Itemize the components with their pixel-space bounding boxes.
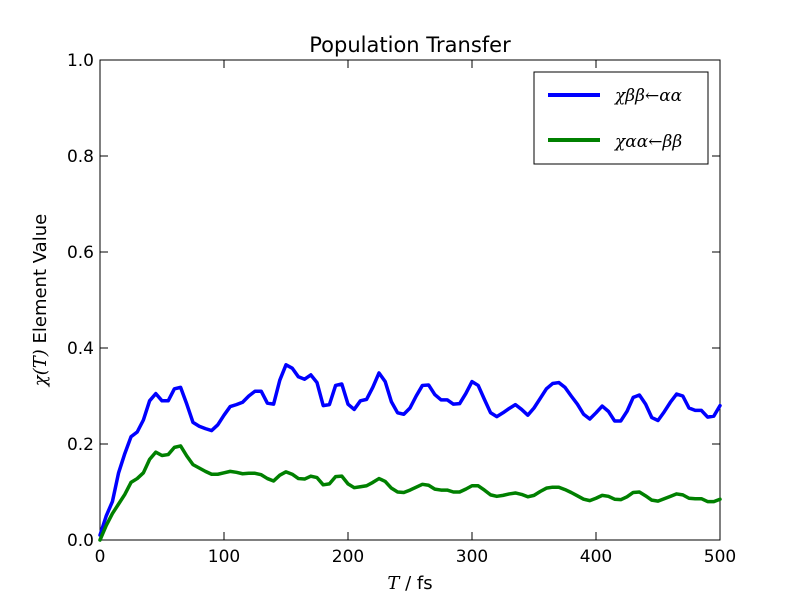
x-tick-label: 400 <box>580 547 612 567</box>
legend-label-series-1: χββ←αα <box>614 86 683 106</box>
y-axis-label-text: Element Value <box>30 214 51 349</box>
series-line-1 <box>98 363 722 537</box>
x-axis-label-symbol: T <box>387 573 401 594</box>
y-tick-label: 0.4 <box>67 339 94 359</box>
legend: χββ←αα χαα←ββ <box>533 71 709 165</box>
chart-title: Population Transfer <box>309 33 511 57</box>
y-tick-label: 0.6 <box>67 243 94 263</box>
x-tick-label: 500 <box>704 547 736 567</box>
y-tick-label: 0.0 <box>67 531 94 551</box>
legend-box <box>533 71 709 165</box>
legend-label-series-2: χαα←ββ <box>614 132 682 152</box>
y-tick-label: 0.8 <box>67 147 94 167</box>
series-line-2 <box>98 444 722 542</box>
y-axis-label: χ(T) Element Value <box>30 214 51 388</box>
y-tick-label: 0.2 <box>67 435 94 455</box>
x-tick-label: 0 <box>95 547 106 567</box>
x-axis-label: T / fs <box>387 573 432 594</box>
x-axis-label-unit: / fs <box>399 573 432 594</box>
y-tick-label: 1.0 <box>67 51 94 71</box>
axis-ticks: 0 100 200 300 400 500 0.0 0.2 0.4 0.6 0.8 1.0 <box>67 51 736 567</box>
y-axis-label-symbol: χ(T) <box>30 349 51 388</box>
x-tick-label: 300 <box>456 547 488 567</box>
x-tick-label: 100 <box>208 547 240 567</box>
x-tick-label: 200 <box>332 547 364 567</box>
series-layer <box>98 363 722 542</box>
